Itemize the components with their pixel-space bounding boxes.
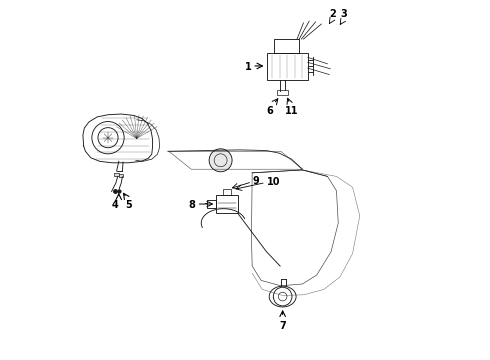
Text: 7: 7 [279, 321, 286, 331]
Text: 8: 8 [189, 200, 196, 210]
Text: 2: 2 [329, 9, 336, 19]
Text: 6: 6 [267, 107, 273, 117]
Text: 11: 11 [285, 107, 298, 117]
Text: 4: 4 [112, 200, 119, 210]
Text: 9: 9 [253, 176, 260, 186]
Text: 3: 3 [341, 9, 347, 19]
Text: 5: 5 [125, 200, 132, 210]
Text: 1: 1 [245, 62, 251, 72]
Bar [207, 200, 216, 208]
Bar [267, 53, 308, 80]
Bar [223, 189, 231, 195]
Bar [216, 195, 238, 213]
Circle shape [209, 149, 232, 172]
Text: 10: 10 [267, 177, 280, 187]
Bar [274, 39, 299, 53]
Bar [276, 90, 288, 95]
Bar [115, 173, 119, 176]
Bar [119, 174, 123, 177]
